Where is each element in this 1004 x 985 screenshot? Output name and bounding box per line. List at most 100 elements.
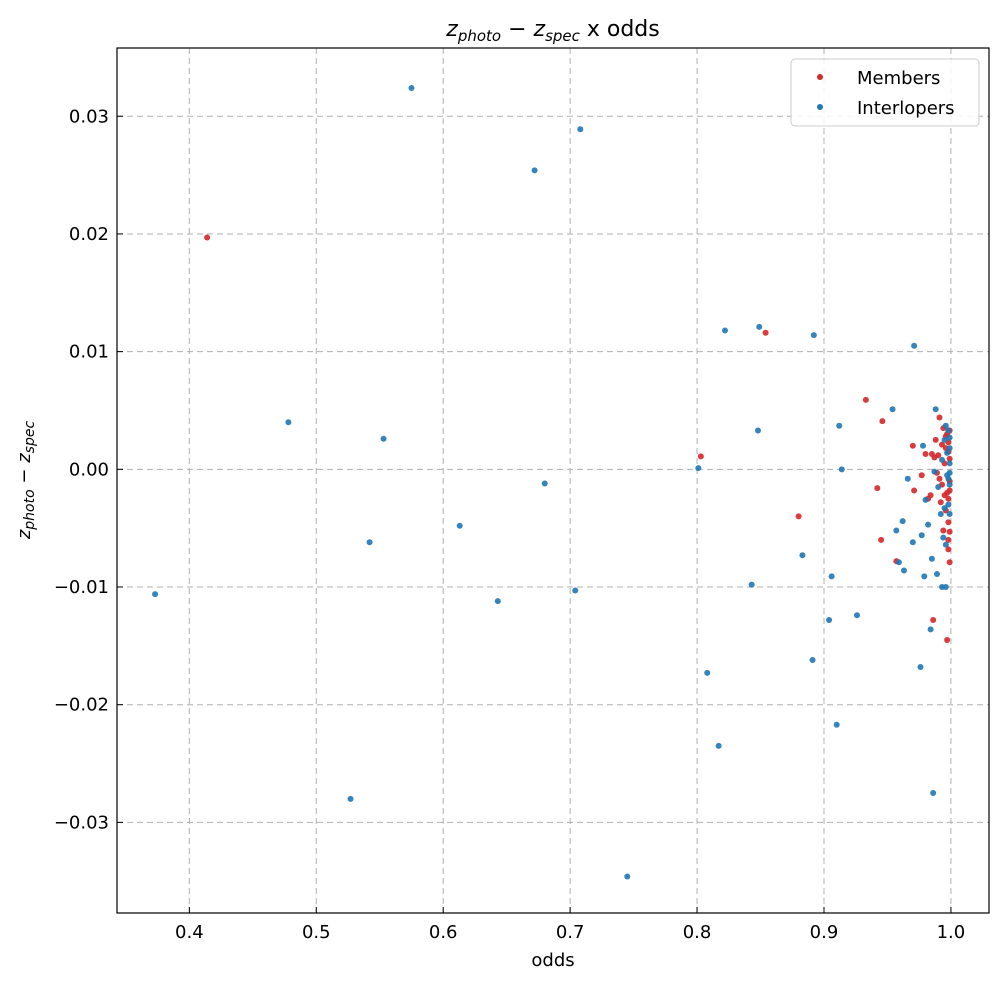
x-tick-label: 1.0 [937,922,966,943]
point-interlopers [946,511,953,518]
point-interlopers [940,534,947,541]
point-interlopers [928,555,935,562]
point-members [909,442,916,449]
point-members [874,485,881,492]
point-interlopers [946,481,953,488]
x-axis-label: odds [531,950,574,971]
point-interlopers [836,422,843,429]
point-interlopers [919,442,926,449]
point-interlopers [494,598,501,605]
point-members [946,455,953,462]
point-interlopers [933,571,940,578]
point-interlopers [695,465,702,472]
y-tick-label: 0.01 [69,342,109,363]
x-tick-label: 0.6 [429,922,458,943]
point-interlopers [853,612,860,619]
point-interlopers [917,664,924,671]
point-interlopers [838,466,845,473]
point-interlopers [945,427,952,434]
point-interlopers [809,656,816,663]
point-interlopers [939,456,946,463]
point-interlopers [942,541,949,548]
y-axis-label: zphoto − zspec [14,421,38,541]
point-interlopers [921,573,928,580]
point-members [944,636,951,643]
point-interlopers [577,126,584,133]
point-interlopers [833,721,840,728]
point-interlopers [932,406,939,413]
y-tick-label: −0.01 [54,577,109,598]
point-interlopers [922,496,929,503]
point-interlopers [715,742,722,749]
y-tick-label: −0.03 [54,812,109,833]
point-members [879,418,886,425]
point-interlopers [925,521,932,528]
point-members [939,441,946,448]
point-members [935,452,942,459]
point-interlopers [285,419,292,426]
point-members [862,396,869,403]
point-interlopers [930,789,937,796]
legend-marker-members [817,74,823,80]
point-members [795,513,802,520]
chart-title: zphoto − zspec x odds [445,17,659,45]
point-members [946,528,953,535]
point-interlopers [904,475,911,482]
point-members [927,492,934,499]
point-interlopers [893,527,900,534]
point-interlopers [945,475,952,482]
point-interlopers [826,616,833,623]
point-members [946,487,953,494]
legend-label-members: Members [857,68,940,89]
y-tick-label: 0.02 [69,224,109,245]
point-members [922,451,929,458]
grid [117,48,989,913]
y-tick-label: 0.00 [69,459,109,480]
point-interlopers [941,505,948,512]
point-interlopers [624,873,631,880]
point-interlopers [918,532,925,539]
point-interlopers [531,167,538,174]
x-tick-label: 0.5 [302,922,331,943]
axis-ticks: 0.4 0.5 0.6 0.7 0.8 0.9 1.0 0.03 0.02 0.01 0.00 −0.… [54,106,965,943]
point-members [930,616,937,623]
legend: Members Interlopers [790,58,980,127]
point-interlopers [945,501,952,508]
point-interlopers [380,435,387,442]
point-members [945,519,952,526]
point-interlopers [927,626,934,633]
point-interlopers [946,434,953,441]
point-interlopers [572,587,579,594]
x-tick-label: 0.4 [175,922,204,943]
point-interlopers [944,449,951,456]
series-interlopers [152,85,953,880]
point-interlopers [828,573,835,580]
point-interlopers [909,539,916,546]
point-interlopers [900,567,907,574]
point-interlopers [942,584,949,591]
point-interlopers [911,342,918,349]
point-interlopers [347,795,354,802]
point-members [918,472,925,479]
point-interlopers [756,323,763,330]
point-members [945,546,952,553]
point-members [911,487,918,494]
point-interlopers [941,436,948,443]
point-members [204,234,211,241]
point-interlopers [748,581,755,588]
legend-box [790,58,980,127]
point-members [697,453,704,460]
point-members [932,436,939,443]
point-members [937,499,944,506]
point-interlopers [366,539,373,546]
point-interlopers [895,559,902,566]
point-interlopers [152,591,159,598]
x-tick-label: 0.8 [683,922,712,943]
x-tick-label: 0.9 [810,922,839,943]
point-interlopers [704,669,711,676]
x-tick-label: 0.7 [556,922,585,943]
point-members [945,536,952,543]
point-members [936,414,943,421]
